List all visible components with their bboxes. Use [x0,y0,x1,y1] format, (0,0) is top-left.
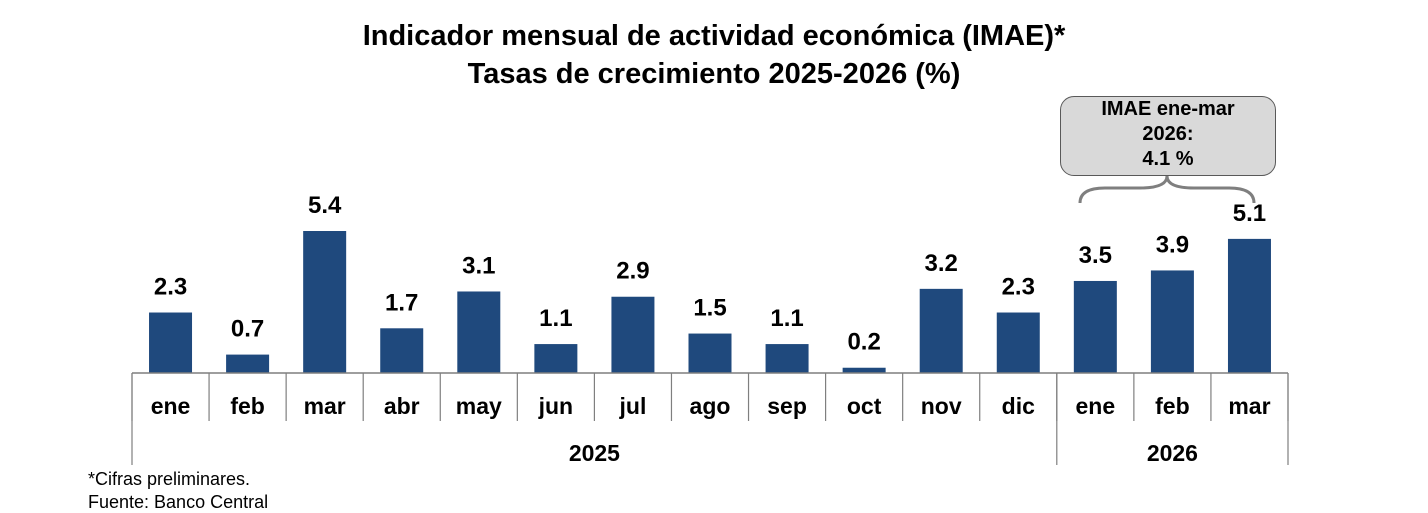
category-label-1: feb [230,393,265,419]
category-label-9: oct [847,393,882,419]
chart-title: Indicador mensual de actividad económica… [362,20,1066,52]
chart-subtitle: Tasas de crecimiento 2025-2026 (%) [467,58,961,90]
callout-box: IMAE ene-mar 2026: 4.1 % [1060,96,1276,176]
data-label-12: 3.5 [1079,242,1112,269]
bar-6 [611,296,655,373]
callout-line-1: IMAE ene-mar [1101,98,1235,120]
category-label-5: jun [538,393,574,419]
data-label-10: 3.2 [925,250,958,277]
category-label-6: jul [619,393,647,419]
footnote-preliminary: *Cifras preliminares. [88,469,251,489]
bar-10 [919,288,963,373]
footnote-source: Fuente: Banco Central [88,492,269,512]
data-label-3: 1.7 [385,289,418,316]
bar-3 [380,328,424,373]
bar-14 [1227,238,1271,373]
data-label-2: 5.4 [308,192,342,219]
data-label-5: 1.1 [539,305,572,332]
bar-0 [149,312,193,373]
category-label-10: nov [921,393,962,419]
bar-4 [457,291,501,373]
callout-brace [1078,175,1256,204]
category-label-11: dic [1002,393,1035,419]
data-label-14: 5.1 [1233,200,1266,227]
data-label-4: 3.1 [462,252,495,279]
category-label-4: may [456,393,502,419]
bar-11 [996,312,1040,373]
category-label-12: ene [1076,393,1116,419]
category-label-3: abr [384,393,420,419]
bar-12 [1073,280,1117,373]
callout-line-2: 2026: [1142,123,1194,145]
category-label-7: ago [690,393,731,419]
category-label-14: mar [1228,393,1270,419]
bar-13 [1150,270,1194,373]
bar-9 [842,367,886,373]
bar-2 [303,231,347,373]
bar-5 [534,344,578,373]
category-label-2: mar [304,393,346,419]
category-label-8: sep [767,393,807,419]
data-label-11: 2.3 [1002,274,1035,301]
data-label-8: 1.1 [770,305,803,332]
category-label-13: feb [1155,393,1190,419]
bar-7 [688,333,732,373]
bar-8 [765,344,809,373]
callout-line-3: 4.1 % [1142,148,1194,170]
bar-1 [226,354,270,373]
year-label-0: 2025 [569,440,620,466]
data-label-13: 3.9 [1156,231,1189,258]
data-label-7: 1.5 [693,295,726,322]
data-label-1: 0.7 [231,316,264,343]
data-label-9: 0.2 [847,329,880,356]
year-label-1: 2026 [1147,440,1198,466]
data-label-0: 2.3 [154,274,187,301]
category-label-0: ene [151,393,191,419]
data-label-6: 2.9 [616,258,649,285]
